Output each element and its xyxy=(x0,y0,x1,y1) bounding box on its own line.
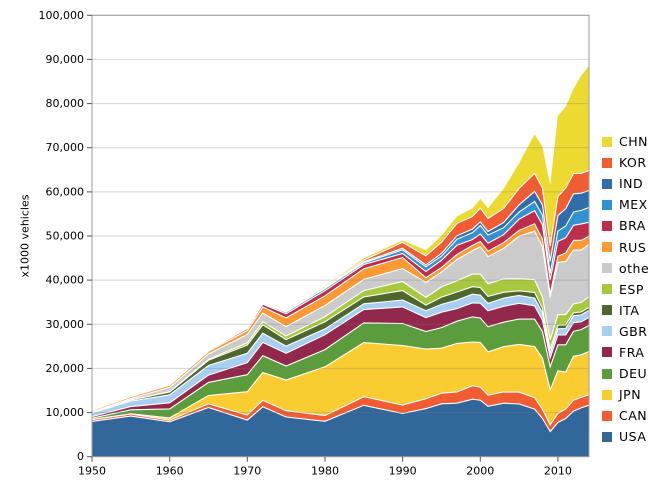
legend-swatch-mex xyxy=(602,199,612,210)
y-tick-label: 30,000 xyxy=(46,318,85,331)
legend-label: others xyxy=(619,260,650,276)
legend-item-others: others xyxy=(602,258,650,279)
legend-swatch-esp xyxy=(602,284,612,295)
legend-swatch-ita xyxy=(602,305,612,316)
band-separator xyxy=(91,385,590,426)
y-axis-title: x1000 vehicles xyxy=(18,194,32,278)
legend-label: RUS xyxy=(619,239,647,255)
band-separator xyxy=(91,169,590,411)
band-separator xyxy=(91,273,590,414)
legend-item-chn: CHN xyxy=(602,131,650,152)
x-tick-label: 1950 xyxy=(78,465,106,478)
legend-item-usa: USA xyxy=(602,426,650,447)
legend-swatch-others xyxy=(602,263,612,274)
legend-label: IND xyxy=(619,176,644,192)
y-tick-label: 60,000 xyxy=(46,185,85,198)
legend-swatch-can xyxy=(602,410,612,421)
x-tick-label: 1970 xyxy=(233,465,261,478)
band-separator xyxy=(91,398,590,433)
band-separator xyxy=(91,316,590,419)
x-tick-label: 2010 xyxy=(544,465,572,478)
legend-item-ind: IND xyxy=(602,173,650,194)
y-tick-label: 90,000 xyxy=(46,53,85,66)
legend-swatch-chn xyxy=(602,136,612,147)
x-tick-label: 1980 xyxy=(311,465,339,478)
band-separator xyxy=(91,223,590,411)
y-tick-label: 0 xyxy=(77,450,84,463)
band-separator xyxy=(91,302,590,418)
band-separator xyxy=(91,293,590,414)
area-usa xyxy=(92,399,589,457)
legend-label: CHN xyxy=(619,134,648,150)
legend-swatch-kor xyxy=(602,157,612,168)
legend-swatch-deu xyxy=(602,368,612,379)
legend: CHN KOR IND MEX BRA RUS others ESP ITA GBR FRA DEU J… xyxy=(602,131,650,447)
legend-swatch-gbr xyxy=(602,326,612,337)
legend-label: MEX xyxy=(619,197,648,213)
y-tick-label: 50,000 xyxy=(46,230,85,243)
area-gbr xyxy=(92,294,589,417)
legend-label: DEU xyxy=(619,366,648,382)
band-separator xyxy=(91,230,590,413)
y-tick-label: 40,000 xyxy=(46,274,85,287)
legend-item-ita: ITA xyxy=(602,300,650,321)
legend-item-rus: RUS xyxy=(602,236,650,257)
legend-swatch-bra xyxy=(602,220,612,231)
x-tick-label: 1960 xyxy=(156,465,184,478)
legend-item-bra: BRA xyxy=(602,215,650,236)
legend-swatch-rus xyxy=(602,242,612,253)
legend-label: USA xyxy=(619,429,647,445)
legend-item-fra: FRA xyxy=(602,342,650,363)
legend-item-kor: KOR xyxy=(602,152,650,173)
legend-item-esp: ESP xyxy=(602,279,650,300)
legend-label: KOR xyxy=(619,155,647,171)
x-tick-label: 1990 xyxy=(389,465,417,478)
band-separator xyxy=(91,341,590,421)
legend-swatch-usa xyxy=(602,431,612,442)
legend-item-deu: DEU xyxy=(602,363,650,384)
legend-swatch-ind xyxy=(602,178,612,189)
y-tick-label: 10,000 xyxy=(46,406,85,419)
legend-label: FRA xyxy=(619,344,645,360)
legend-item-can: CAN xyxy=(602,405,650,426)
legend-item-jpn: JPN xyxy=(602,384,650,405)
legend-label: ESP xyxy=(619,281,644,297)
legend-label: GBR xyxy=(619,323,648,339)
y-tick-label: 20,000 xyxy=(46,362,85,375)
area-bra xyxy=(92,210,589,411)
area-kor xyxy=(92,170,589,410)
y-tick-label: 80,000 xyxy=(46,97,85,110)
y-tick-label: 100,000 xyxy=(39,9,85,22)
legend-item-gbr: GBR xyxy=(602,321,650,342)
band-separator xyxy=(91,286,590,414)
legend-swatch-jpn xyxy=(602,389,612,400)
legend-label: BRA xyxy=(619,218,646,234)
legend-label: ITA xyxy=(619,302,640,318)
area-jpn xyxy=(92,342,589,425)
x-tick-label: 2000 xyxy=(466,465,494,478)
legend-label: CAN xyxy=(619,408,648,424)
legend-label: JPN xyxy=(619,387,642,403)
area-others xyxy=(92,231,589,413)
legend-swatch-fra xyxy=(602,347,612,358)
legend-item-mex: MEX xyxy=(602,194,650,215)
y-tick-label: 70,000 xyxy=(46,141,85,154)
